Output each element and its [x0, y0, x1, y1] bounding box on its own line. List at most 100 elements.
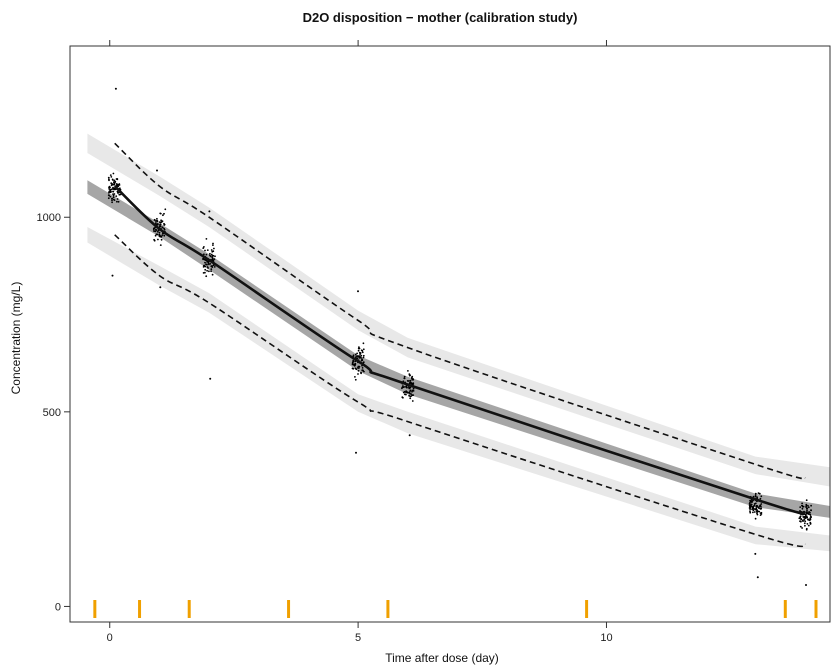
observation-point [211, 258, 213, 261]
observation-point [112, 172, 115, 175]
observation-point [209, 263, 212, 265]
observation-point [409, 392, 411, 395]
observation-point [801, 504, 804, 507]
observation-point [757, 506, 760, 509]
observation-point [805, 527, 808, 530]
observation-point [161, 220, 164, 223]
observation-point [213, 266, 216, 268]
observation-point [112, 196, 115, 199]
observation-point [112, 194, 115, 197]
observation-point [107, 197, 110, 200]
observation-point [112, 190, 115, 193]
observation-point [358, 356, 361, 358]
observation-point [156, 220, 159, 223]
observation-point [155, 228, 157, 231]
observation-point [112, 179, 114, 181]
observation-point [108, 194, 110, 197]
observation-point [750, 503, 752, 506]
observation-point [356, 352, 358, 355]
observation-point [804, 524, 806, 527]
observation-point [160, 238, 163, 241]
observation-point [805, 503, 808, 506]
observation-point [159, 244, 162, 247]
observation-point [403, 377, 406, 380]
observation-point [809, 513, 812, 516]
observation-point [208, 210, 211, 213]
observation-point [116, 190, 119, 193]
observation-point [803, 517, 806, 519]
observation-point [210, 270, 213, 273]
observation-point [357, 365, 360, 368]
observation-point [800, 518, 803, 520]
observation-point [113, 193, 116, 195]
observation-point [804, 513, 807, 516]
observation-point [354, 367, 357, 370]
observation-point [801, 527, 803, 529]
observation-point [810, 504, 812, 507]
observation-point [749, 510, 751, 513]
observation-point [754, 508, 757, 511]
observation-point [202, 266, 205, 268]
y-axis-title: Concentration (mg/L) [9, 282, 23, 395]
observation-point [210, 268, 213, 271]
observation-point [748, 507, 751, 509]
observation-point [801, 502, 803, 505]
observation-point [357, 290, 359, 293]
observation-point [214, 255, 216, 258]
observation-point [111, 188, 114, 190]
observation-point [358, 347, 361, 350]
observation-point [164, 208, 167, 211]
plot-inner [87, 87, 830, 618]
observation-point [799, 506, 802, 508]
observation-point [412, 383, 415, 385]
observation-point [352, 367, 355, 370]
x-tick-label: 0 [107, 632, 113, 644]
observation-point [361, 358, 363, 361]
observation-point [807, 524, 810, 527]
observation-point [110, 191, 112, 193]
observation-point [202, 247, 205, 250]
observation-point [807, 513, 810, 515]
axes: 0 5 10 0 500 1000 [37, 40, 831, 644]
observation-point [211, 256, 214, 259]
line-median [113, 185, 806, 515]
observation-point [153, 230, 156, 233]
observation-point [799, 525, 802, 528]
observation-point [119, 187, 121, 190]
observation-point [205, 253, 208, 256]
observation-point [760, 503, 763, 505]
observation-point [810, 509, 812, 512]
observation-point [357, 369, 360, 372]
observation-point [116, 200, 118, 203]
observation-point [754, 492, 757, 495]
observation-point [752, 511, 754, 514]
observation-point [109, 188, 112, 191]
observation-point [749, 501, 751, 504]
observation-point [408, 382, 411, 385]
observation-point [203, 258, 206, 261]
observation-point [807, 504, 809, 507]
observation-point [361, 351, 364, 354]
observation-point [113, 187, 115, 190]
observation-point [159, 225, 162, 228]
observation-point [805, 511, 808, 514]
observation-point [806, 509, 808, 512]
observation-point [361, 367, 364, 369]
x-tick-label: 5 [355, 632, 361, 644]
observation-point [357, 373, 359, 375]
observation-point [759, 508, 762, 510]
observation-point [749, 511, 752, 514]
observation-point [158, 221, 161, 224]
observation-point [407, 370, 409, 372]
observation-point [803, 522, 806, 525]
observation-point [801, 507, 804, 510]
observation-point [208, 263, 210, 266]
observation-point [807, 506, 810, 509]
observation-point [411, 400, 414, 402]
observation-point [798, 517, 801, 520]
observation-point [156, 233, 159, 236]
observation-point [159, 212, 162, 215]
observation-point [757, 510, 759, 513]
observation-point [359, 353, 361, 355]
